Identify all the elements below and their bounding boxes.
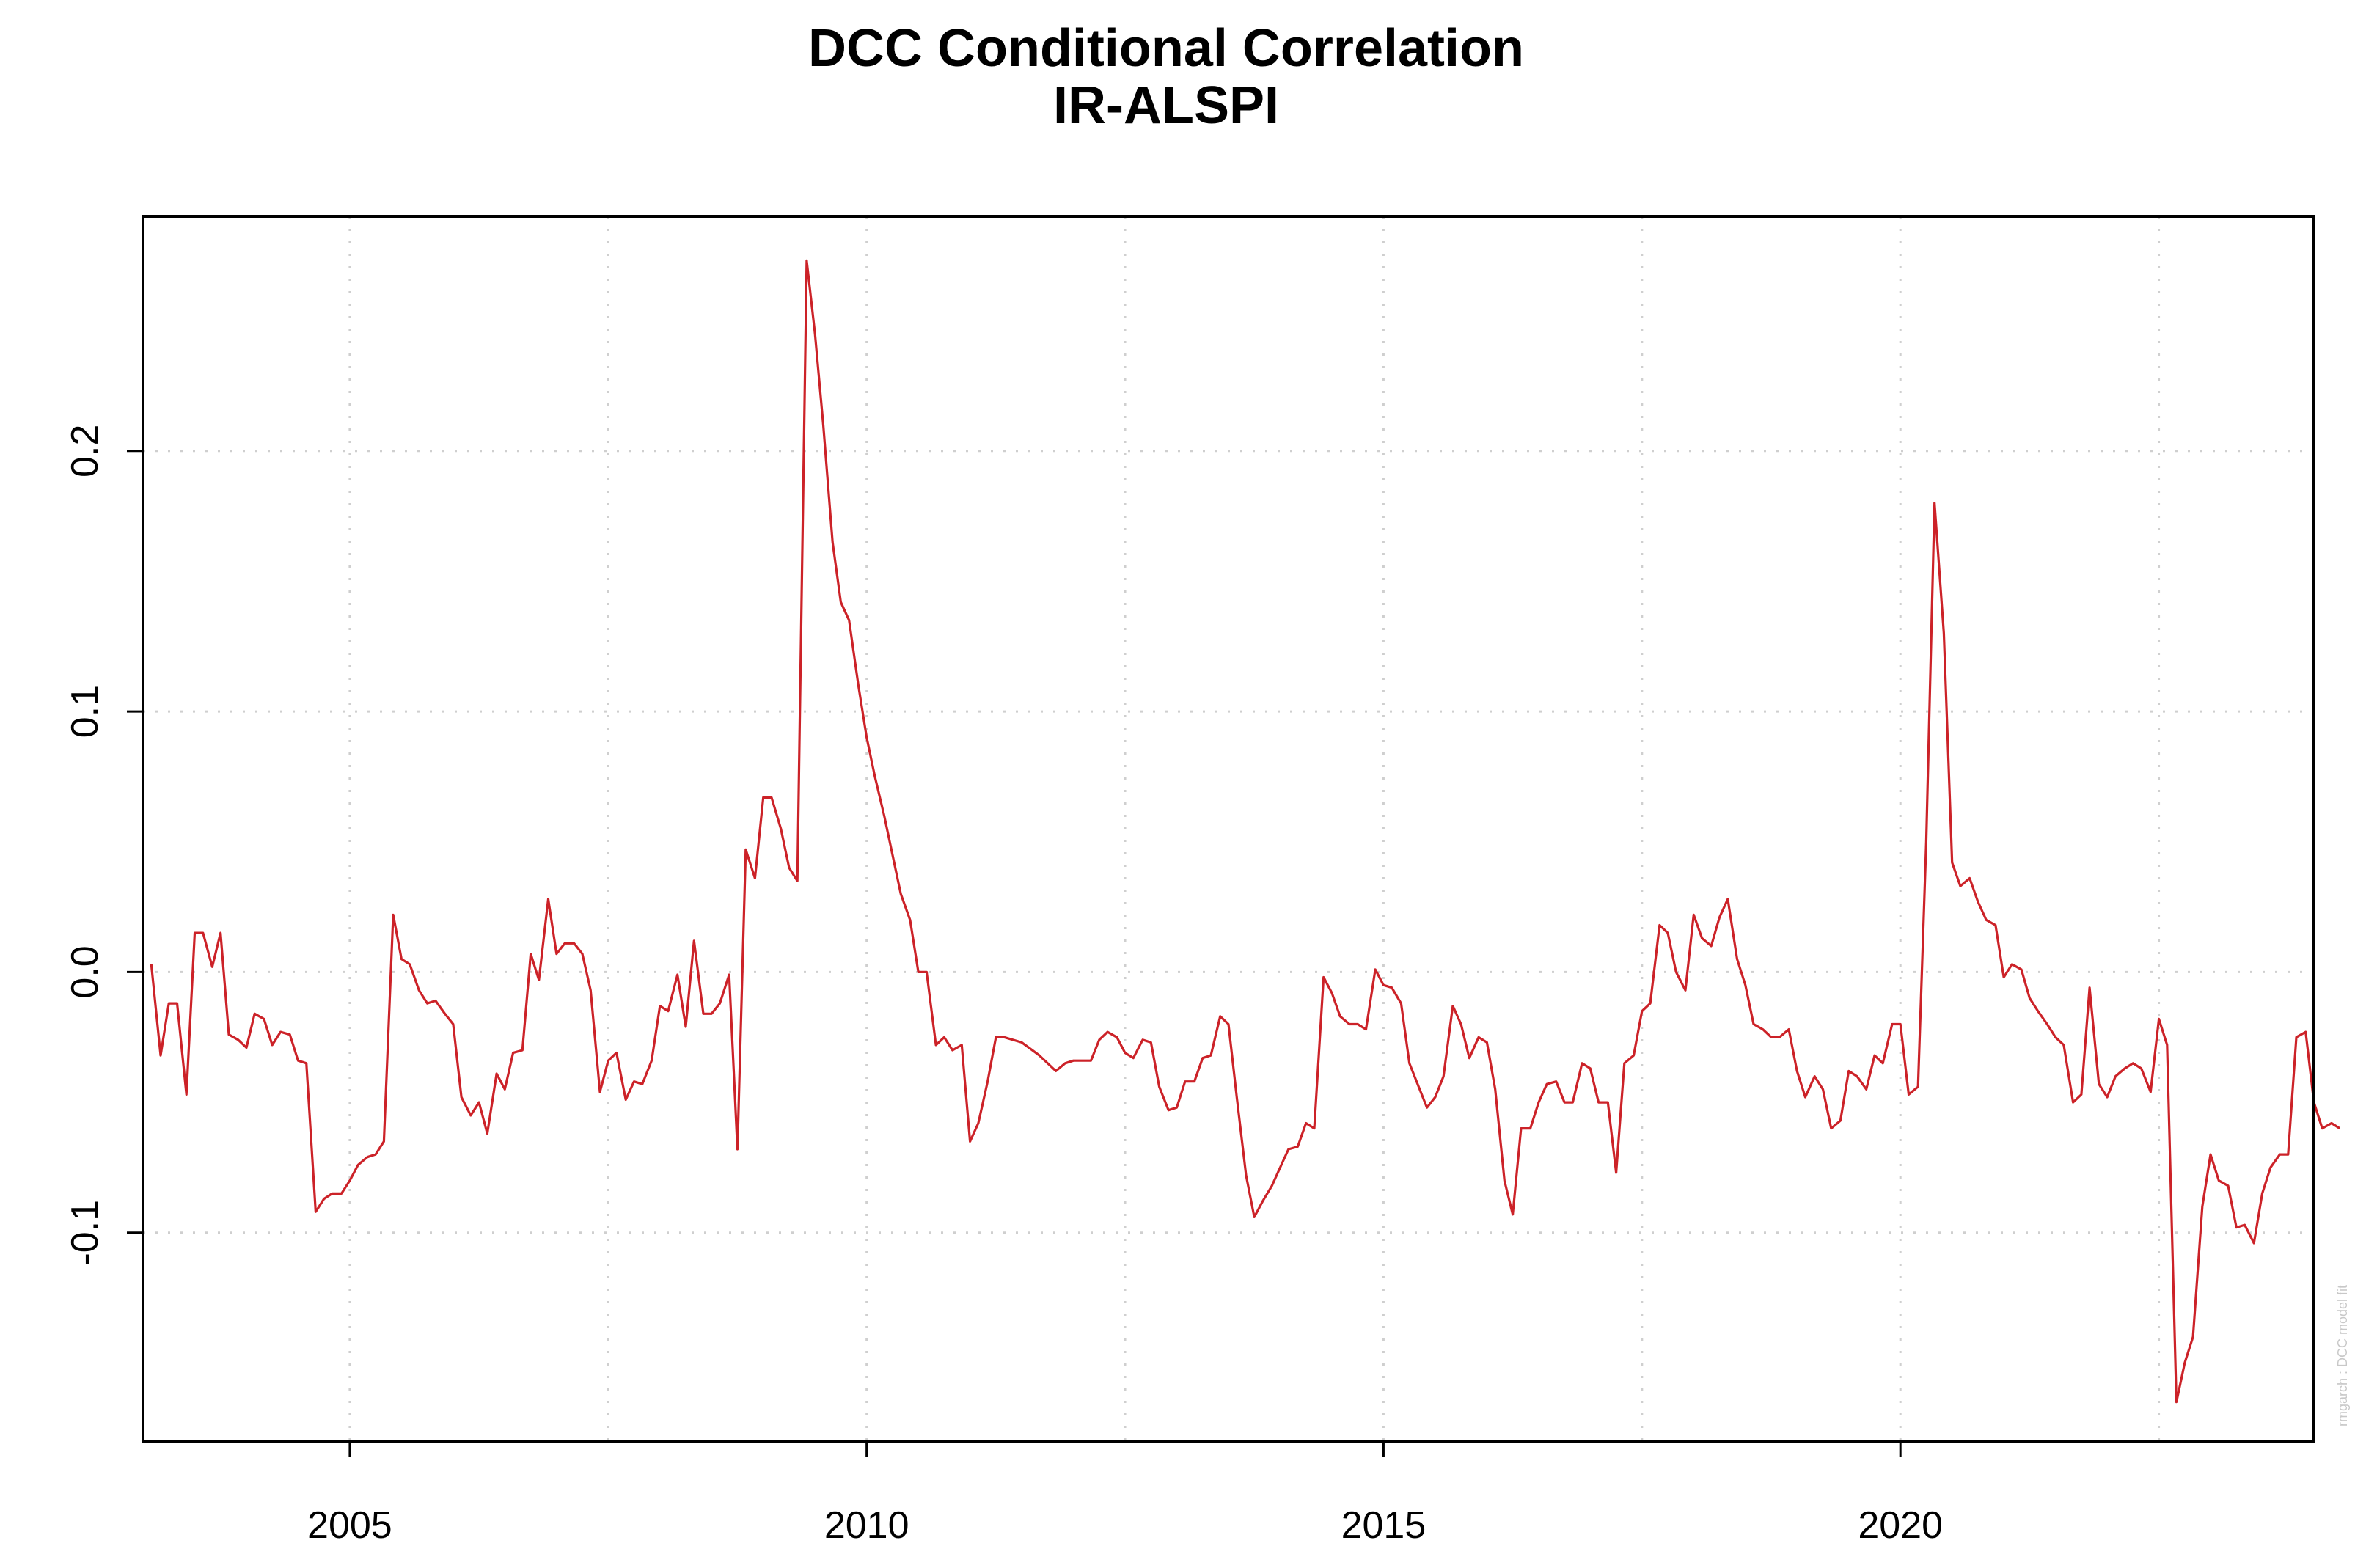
chart-title: DCC Conditional Correlation <box>808 19 1524 78</box>
gridlines <box>143 216 2314 1441</box>
chart-subtitle: IR-ALSPI <box>1053 76 1279 135</box>
y-tick-label: -0.1 <box>64 1200 106 1266</box>
x-tick-label: 2010 <box>824 1504 909 1547</box>
footnote: rmgarch : DCC model fit <box>2335 1285 2350 1426</box>
y-tick-label: 0.2 <box>64 425 106 477</box>
plot-frame <box>142 215 2315 1443</box>
axes: 2005 2010 2015 2020 -0.1 0.0 0.1 0.2 <box>64 425 1943 1547</box>
x-tick-label: 2020 <box>1858 1504 1943 1547</box>
series-layer <box>150 259 2341 1404</box>
y-tick-label: 0.1 <box>64 685 106 738</box>
x-tick-label: 2005 <box>307 1504 392 1547</box>
x-tick-label: 2015 <box>1341 1504 1426 1547</box>
y-tick-label: 0.0 <box>64 945 106 998</box>
series-line-ir-alspi <box>150 259 2341 1404</box>
